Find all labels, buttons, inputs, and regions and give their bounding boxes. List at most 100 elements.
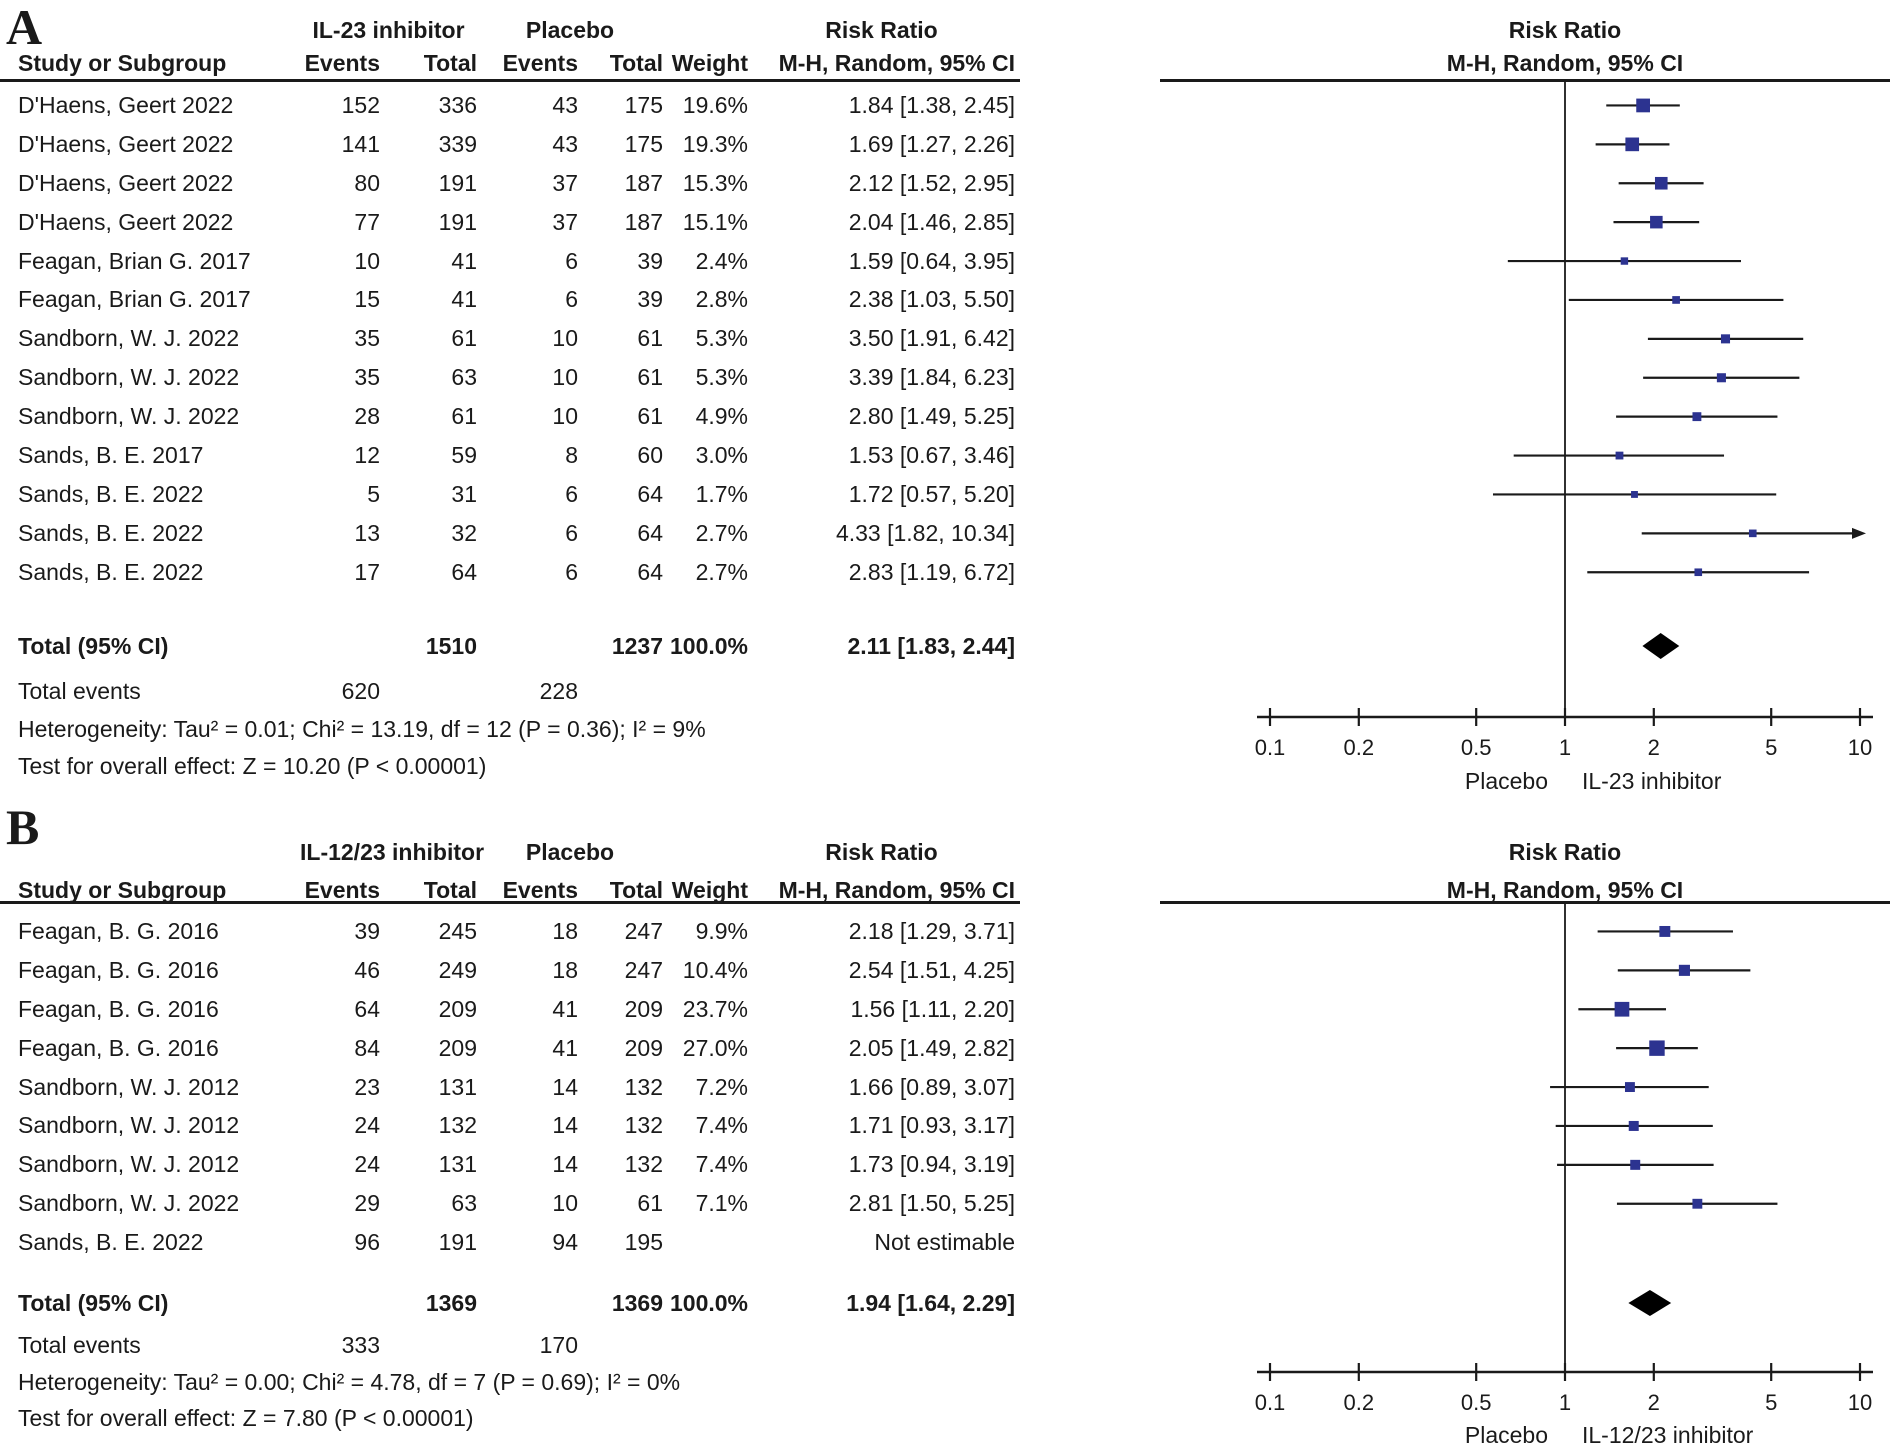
- risk-ratio-plot-header: Risk Ratio: [1508, 839, 1622, 865]
- axis-tick-label: 5: [1765, 1390, 1777, 1415]
- study-rows: Feagan, B. G. 2016 39 245 18 247 9.9% 2.18 [1.…: [0, 912, 1015, 1262]
- events-experimental: 5: [367, 480, 380, 507]
- study-row: Sandborn, W. J. 2022 35 61 10 61 5.3% 3.50 [1.…: [0, 319, 1015, 358]
- ci-text: 1.73 [0.94, 3.19]: [848, 1151, 1015, 1178]
- total-control: 132: [624, 1112, 663, 1139]
- study-row: Sandborn, W. J. 2012 24 131 14 132 7.4% 1.73 […: [0, 1145, 1015, 1184]
- risk-ratio-plot-header: Risk Ratio: [1508, 17, 1622, 43]
- total-control: 61: [637, 1190, 663, 1217]
- total-label: Total (95% CI): [18, 632, 169, 659]
- total-experimental: 131: [438, 1073, 477, 1100]
- study-name: Feagan, B. G. 2016: [18, 917, 219, 944]
- axis-tick-label: 5: [1765, 735, 1777, 760]
- events-control: 6: [565, 480, 578, 507]
- events-experimental: 15: [354, 286, 380, 313]
- total-control-n: 1237: [611, 632, 663, 659]
- column-header-row: Study or Subgroup Events Total Events To…: [0, 874, 1015, 906]
- ci-text: 1.56 [1.11, 2.20]: [850, 995, 1015, 1022]
- events-experimental: 141: [341, 130, 380, 157]
- total-experimental: 191: [438, 1229, 477, 1256]
- total-control: 247: [624, 956, 663, 983]
- events-experimental: 80: [354, 169, 380, 196]
- events-experimental: 39: [354, 917, 380, 944]
- effect-square: [1625, 137, 1640, 152]
- study-name: Feagan, Brian G. 2017: [18, 286, 251, 313]
- column-header-study: Study or Subgroup: [18, 876, 227, 903]
- effect-square: [1692, 1198, 1703, 1209]
- events-control: 14: [552, 1112, 578, 1139]
- effect-square: [1650, 215, 1663, 229]
- axis-tick-label: 2: [1648, 735, 1660, 760]
- events-experimental: 23: [354, 1073, 380, 1100]
- study-name: Sands, B. E. 2022: [18, 1229, 204, 1256]
- total-events-row: Total events 620 228: [0, 672, 1015, 710]
- ci-text: 2.18 [1.29, 3.71]: [848, 917, 1015, 944]
- events-experimental: 64: [354, 995, 380, 1022]
- effect-square: [1624, 1082, 1635, 1093]
- total-control: 39: [637, 247, 663, 274]
- events-experimental: 35: [354, 364, 380, 391]
- column-header-study: Study or Subgroup: [18, 49, 227, 76]
- column-header-total-experimental: Total: [423, 876, 477, 903]
- weight: 3.0%: [695, 441, 748, 468]
- effect-square: [1630, 1159, 1641, 1170]
- total-row: Total (95% CI) 1369 1369 100.0% 1.94 [1.…: [0, 1284, 1015, 1322]
- weight: 5.3%: [695, 325, 748, 352]
- total-control: 132: [624, 1073, 663, 1100]
- ci-text: 2.81 [1.50, 5.25]: [848, 1190, 1015, 1217]
- experimental-group-header: IL-23 inhibitor: [312, 17, 465, 43]
- events-control: 43: [552, 91, 578, 118]
- effect-square: [1649, 1040, 1665, 1056]
- ci-text: 3.39 [1.84, 6.23]: [848, 364, 1015, 391]
- total-weight: 100.0%: [669, 632, 748, 659]
- ci-text: 1.53 [0.67, 3.46]: [848, 441, 1015, 468]
- header-underline-plot: [1160, 79, 1890, 82]
- total-weight: 100.0%: [669, 1289, 748, 1316]
- events-experimental: 152: [341, 91, 380, 118]
- events-experimental: 46: [354, 956, 380, 983]
- total-control: 64: [637, 519, 663, 546]
- forest-plot-panel-b: B IL-12/23 inhibitor Placebo Risk Ratio …: [0, 800, 1890, 1447]
- effect-square: [1720, 334, 1731, 344]
- events-experimental: 10: [354, 247, 380, 274]
- ci-text: 2.80 [1.49, 5.25]: [848, 403, 1015, 430]
- effect-square: [1748, 529, 1757, 538]
- weight: 4.9%: [695, 403, 748, 430]
- column-header-total-control: Total: [609, 876, 663, 903]
- total-control: 61: [637, 364, 663, 391]
- study-row: Sands, B. E. 2022 17 64 6 64 2.7% 2.83 [1.19, …: [0, 553, 1015, 592]
- total-experimental: 63: [451, 1190, 477, 1217]
- panel-label: A: [6, 0, 43, 55]
- forest-plot-canvas: 0.1 0.2 0.5 1 2 5 10 Placebo IL-12/23 inhibitor: [1255, 904, 1873, 1447]
- column-header-total-experimental: Total: [423, 49, 477, 76]
- total-experimental: 61: [451, 403, 477, 430]
- study-row: D'Haens, Geert 2022 141 339 43 175 19.3% 1.69 …: [0, 125, 1015, 164]
- pooled-diamond: [1628, 1290, 1672, 1316]
- pooled-diamond: [1642, 633, 1680, 659]
- events-experimental: 24: [354, 1112, 380, 1139]
- ci-text: 1.71 [0.93, 3.17]: [848, 1112, 1015, 1139]
- effect-square: [1631, 491, 1638, 498]
- events-experimental: 13: [354, 519, 380, 546]
- events-experimental: 29: [354, 1190, 380, 1217]
- study-name: Sands, B. E. 2022: [18, 480, 204, 507]
- axis-tick-label: 1: [1559, 1390, 1571, 1415]
- forest-plot-panel-a: A IL-23 inhibitor Placebo Risk Ratio Ris…: [0, 0, 1890, 794]
- experimental-group-header: IL-12/23 inhibitor: [300, 839, 485, 865]
- favours-left-label: Placebo: [1465, 768, 1548, 794]
- axis-tick-label: 0.2: [1344, 1390, 1375, 1415]
- events-control: 41: [552, 995, 578, 1022]
- study-row: Sandborn, W. J. 2022 28 61 10 61 4.9% 2.80 [1.…: [0, 397, 1015, 436]
- favours-right-label: IL-12/23 inhibitor: [1582, 1422, 1754, 1447]
- ci-text: 3.50 [1.91, 6.42]: [848, 325, 1015, 352]
- risk-ratio-text-header: Risk Ratio: [825, 17, 938, 43]
- total-experimental: 209: [438, 995, 477, 1022]
- total-experimental: 336: [438, 91, 477, 118]
- ci-text: 2.83 [1.19, 6.72]: [848, 558, 1015, 585]
- header-underline-plot: [1160, 901, 1890, 904]
- effect-square: [1659, 925, 1671, 937]
- weight: 7.4%: [695, 1151, 748, 1178]
- study-row: Sandborn, W. J. 2012 23 131 14 132 7.2% 1.66 […: [0, 1068, 1015, 1107]
- study-name: Sandborn, W. J. 2022: [18, 364, 240, 391]
- total-experimental: 59: [451, 441, 477, 468]
